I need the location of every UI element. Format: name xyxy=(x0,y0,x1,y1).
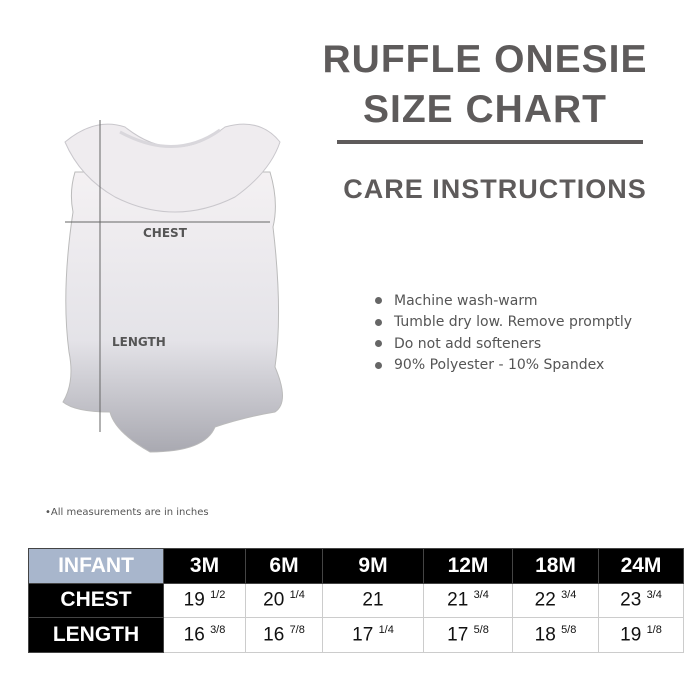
fraction-value: 5/8 xyxy=(473,623,489,636)
whole-value: 17 xyxy=(447,623,469,645)
fraction-value: 5/8 xyxy=(561,623,577,636)
measurement-cell: 21 3/4 xyxy=(423,582,513,618)
measurement-cell: 22 3/4 xyxy=(512,582,599,618)
whole-value: 21 xyxy=(362,589,384,611)
whole-value: 19 xyxy=(620,623,642,645)
whole-value: 23 xyxy=(620,589,642,611)
measurement-cell: 17 5/8 xyxy=(423,617,513,653)
header-row: INFANT 3M 6M 9M 12M 18M 24M xyxy=(28,548,684,584)
measurement-cell: 17 1/4 xyxy=(322,617,424,653)
measurement-cell: 19 1/2 xyxy=(163,582,246,618)
care-item: 90% Polyester - 10% Spandex xyxy=(375,355,632,377)
size-header: 24M xyxy=(598,548,684,584)
measurement-cell: 16 7/8 xyxy=(245,617,323,653)
bullet-icon xyxy=(375,361,382,369)
infant-header: INFANT xyxy=(28,548,164,584)
size-header: 9M xyxy=(322,548,424,584)
fraction-value: 1/8 xyxy=(646,623,662,636)
whole-value: 22 xyxy=(534,589,556,611)
bullet-icon xyxy=(375,297,382,305)
whole-value: 20 xyxy=(263,589,285,611)
title-line-1: RUFFLE ONESIE xyxy=(322,38,648,81)
care-text: Do not add softeners xyxy=(394,335,542,352)
row-label: CHEST xyxy=(28,582,164,618)
fraction-value: 7/8 xyxy=(289,623,305,636)
whole-value: 17 xyxy=(352,623,374,645)
measurement-cell: 23 3/4 xyxy=(598,582,684,618)
size-header: 6M xyxy=(245,548,323,584)
whole-value: 16 xyxy=(183,623,205,645)
size-header: 18M xyxy=(512,548,599,584)
size-header: 3M xyxy=(163,548,246,584)
title-line-2: SIZE CHART xyxy=(363,88,607,131)
fraction-value: 3/4 xyxy=(561,589,577,602)
care-text: 90% Polyester - 10% Spandex xyxy=(394,357,605,374)
measurement-cell: 19 1/8 xyxy=(598,617,684,653)
whole-value: 21 xyxy=(447,589,469,611)
fraction-value: 1/2 xyxy=(210,589,226,602)
measurement-cell: 21 xyxy=(322,582,424,618)
title-underline xyxy=(337,140,643,144)
care-text: Tumble dry low. Remove promptly xyxy=(394,314,633,331)
fraction-value: 1/4 xyxy=(289,589,305,602)
whole-value: 19 xyxy=(183,589,205,611)
bullet-icon xyxy=(375,340,382,348)
fraction-value: 3/8 xyxy=(210,623,226,636)
row-label: LENGTH xyxy=(28,617,164,653)
size-header: 12M xyxy=(423,548,513,584)
length-row: LENGTH 16 3/8 16 7/8 17 1/4 17 5/8 18 5/8 19 1… xyxy=(28,617,684,653)
bullet-icon xyxy=(375,318,382,326)
measurement-cell: 20 1/4 xyxy=(245,582,323,618)
fraction-value: 3/4 xyxy=(646,589,662,602)
fraction-value: 3/4 xyxy=(473,589,489,602)
care-item: Tumble dry low. Remove promptly xyxy=(375,312,632,334)
fraction-value: 1/4 xyxy=(378,623,394,636)
chest-label: CHEST xyxy=(143,226,187,240)
measurement-cell: 18 5/8 xyxy=(512,617,599,653)
chest-row: CHEST 19 1/2 20 1/4 21 21 3/4 22 3/4 23 3/4 xyxy=(28,582,684,618)
care-heading: CARE INSTRUCTIONS xyxy=(343,174,647,204)
care-text: Machine wash-warm xyxy=(394,292,538,309)
care-item: Do not add softeners xyxy=(375,333,632,355)
measurement-cell: 16 3/8 xyxy=(163,617,246,653)
care-list: Machine wash-warm Tumble dry low. Remove… xyxy=(375,290,632,376)
whole-value: 18 xyxy=(534,623,556,645)
size-table: INFANT 3M 6M 9M 12M 18M 24M CHEST 19 1/2 2… xyxy=(28,548,684,653)
length-label: LENGTH xyxy=(112,335,166,349)
whole-value: 16 xyxy=(263,623,285,645)
care-item: Machine wash-warm xyxy=(375,290,632,312)
measurement-note: •All measurements are in inches xyxy=(45,507,209,518)
onesie-image xyxy=(62,120,283,453)
